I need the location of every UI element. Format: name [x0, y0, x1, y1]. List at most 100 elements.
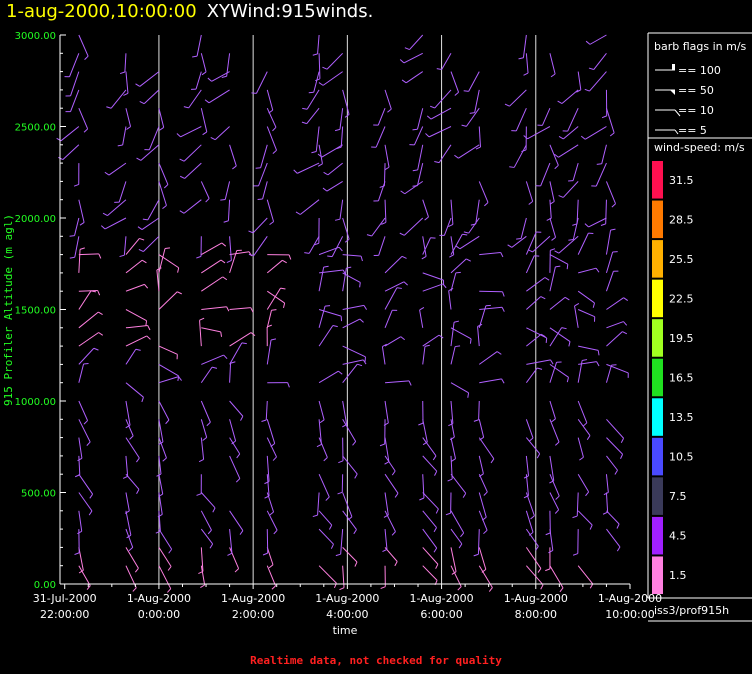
wind-barb-flag	[338, 460, 344, 464]
wind-barb	[526, 327, 547, 339]
wind-barb	[158, 400, 170, 421]
wind-barb-flag	[412, 128, 418, 131]
speed-legend-label: 16.5	[669, 372, 694, 385]
wind-barb	[158, 162, 169, 185]
wind-barb-flag	[162, 205, 167, 210]
wind-barb	[450, 528, 463, 545]
wind-barb	[606, 297, 624, 310]
wind-barb	[342, 345, 366, 358]
wind-barb-flag	[546, 217, 552, 221]
wind-barb	[549, 363, 569, 378]
wind-barb	[377, 108, 386, 126]
wind-barb	[125, 473, 140, 490]
wind-barb	[375, 126, 386, 148]
wind-barb	[422, 236, 427, 257]
wind-barb	[226, 53, 231, 77]
wind-barb-flag	[192, 55, 198, 58]
wind-barb	[404, 180, 424, 195]
wind-barb-flag	[383, 422, 389, 426]
wind-barb	[561, 89, 579, 104]
wind-barb-flag	[322, 66, 328, 70]
wind-barb	[143, 235, 160, 252]
speed-legend-label: 10.5	[669, 451, 694, 464]
wind-barb	[606, 528, 621, 548]
wind-barb	[107, 199, 127, 216]
wind-barb	[200, 400, 211, 423]
wind-barb	[589, 34, 607, 45]
wind-barb	[266, 287, 281, 310]
wind-barb-flag	[132, 587, 137, 592]
wind-barb	[458, 144, 480, 159]
wind-barb-flag	[516, 238, 522, 240]
wind-barb	[258, 162, 268, 187]
wind-barb-flag	[463, 90, 469, 92]
wind-barb	[384, 281, 405, 292]
wind-barb	[200, 492, 216, 509]
wind-barb-flag	[178, 376, 182, 381]
wind-barb	[318, 53, 321, 79]
wind-barb-flag	[528, 437, 534, 442]
wind-barb-flag	[98, 311, 103, 316]
speed-legend-swatch	[652, 279, 663, 318]
wind-barb-flag	[163, 184, 169, 189]
wind-barb	[384, 199, 387, 223]
wind-barb-flag	[568, 239, 574, 241]
wind-barb	[605, 108, 615, 134]
wind-barb	[266, 474, 270, 497]
wind-barb	[450, 327, 472, 340]
wind-barb	[327, 162, 343, 176]
wind-barb-flag	[353, 529, 357, 535]
wind-barb	[450, 322, 455, 347]
wind-barb	[313, 71, 320, 93]
wind-barb-flag	[566, 264, 569, 270]
wind-barb	[403, 52, 423, 64]
wind-barb-flag	[433, 527, 437, 533]
wind-barb	[62, 144, 80, 160]
wind-barb-flag	[419, 306, 425, 311]
wind-barb	[78, 347, 95, 365]
wind-barb	[229, 510, 244, 531]
wind-barb	[434, 89, 452, 109]
wind-barb-flag	[601, 115, 607, 119]
wind-barb-flag	[232, 165, 237, 170]
wind-barb-flag	[227, 552, 233, 556]
y-tick-label: 1500.00	[15, 306, 56, 317]
wind-barb-flag	[421, 255, 427, 260]
wind-barb-flag	[418, 422, 424, 426]
x-tick-date: 1-Aug-2000	[504, 592, 568, 605]
wind-barb-flag	[387, 108, 392, 113]
wind-barb	[200, 565, 206, 586]
wind-barb-flag	[198, 571, 204, 575]
wind-barb	[318, 309, 342, 317]
wind-barb	[549, 565, 564, 589]
wind-barb	[567, 107, 579, 132]
wind-barb	[125, 348, 137, 365]
wind-barb-flag	[177, 291, 182, 295]
wind-barb-flag	[273, 529, 278, 535]
wind-barb-flag	[220, 199, 226, 201]
speed-legend-label: 4.5	[669, 530, 687, 543]
wind-barb	[318, 305, 326, 328]
wind-barb	[558, 144, 579, 158]
barb-legend-items: == 100 == 50 == 10 == 5	[655, 64, 721, 137]
barb-legend-label: == 50	[678, 84, 714, 97]
wind-barb	[265, 400, 268, 420]
wind-barb	[229, 419, 237, 442]
wind-barb-flag	[620, 438, 625, 443]
wind-barb-flag	[106, 106, 112, 109]
wind-barb-flag	[399, 232, 405, 236]
wind-barb-flag	[572, 553, 578, 556]
wind-barb	[577, 290, 595, 304]
wind-barb	[158, 565, 172, 589]
wind-barb-flag	[98, 332, 104, 336]
wind-barb-flag	[551, 237, 556, 241]
wind-barb-flag	[572, 515, 578, 519]
wind-barb-flag	[579, 456, 584, 461]
wind-barb	[419, 309, 424, 328]
wind-barb	[183, 144, 202, 162]
x-tick-time: 0:00:00	[138, 608, 180, 621]
wind-barb-flag	[342, 424, 347, 428]
wind-barb	[563, 126, 579, 140]
wind-barb	[266, 492, 275, 513]
wind-barb	[78, 290, 98, 292]
